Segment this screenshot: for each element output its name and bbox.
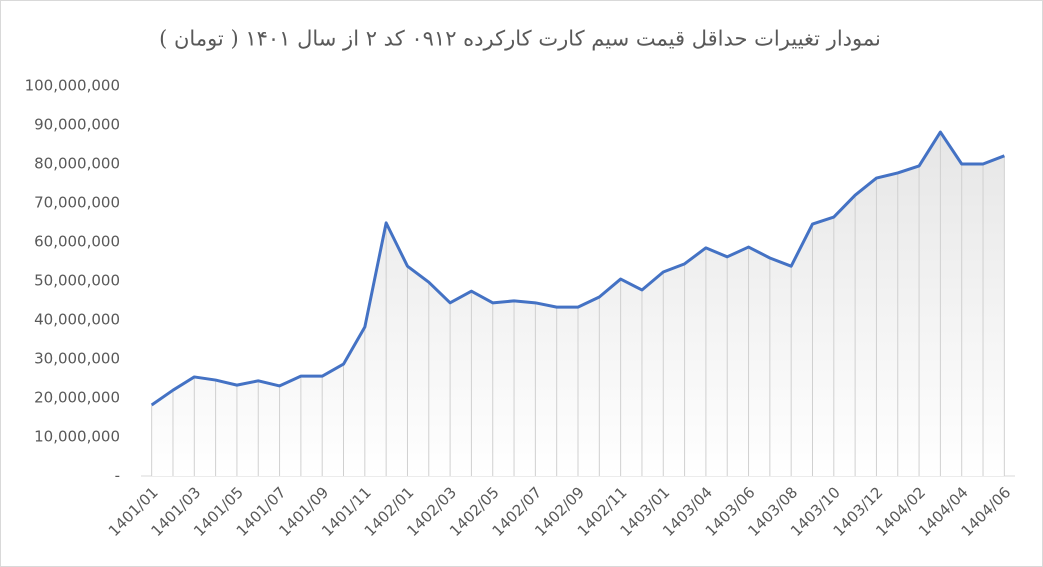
y-tick-label: - (115, 467, 120, 485)
chart-title: نمودار تغییرات حداقل قیمت سیم کارت کارکر… (159, 27, 881, 52)
y-tick-label: 90,000,000 (34, 116, 120, 134)
y-tick-label: 60,000,000 (34, 233, 120, 251)
y-tick-label: 20,000,000 (34, 389, 120, 407)
y-tick-label: 10,000,000 (34, 428, 120, 446)
y-tick-label: 30,000,000 (34, 350, 120, 368)
y-tick-label: 80,000,000 (34, 155, 120, 173)
y-tick-label: 100,000,000 (25, 77, 120, 95)
line (150, 130, 1005, 407)
y-tick-label: 50,000,000 (34, 272, 120, 290)
y-tick-label: 40,000,000 (34, 311, 120, 329)
y-tick-label: 70,000,000 (34, 194, 120, 212)
